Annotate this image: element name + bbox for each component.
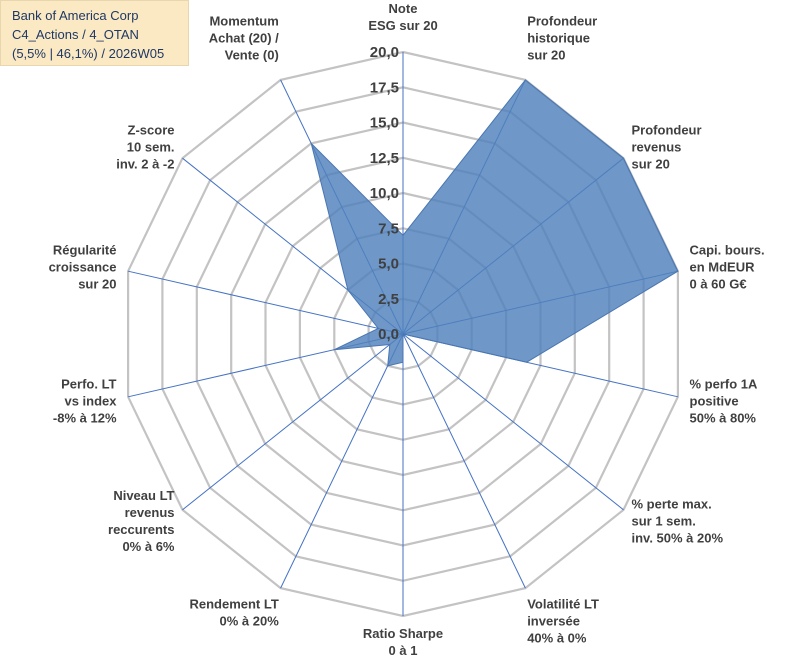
axis-label-line: Capi. bours. (690, 243, 765, 258)
axis-label-line: Momentum (209, 14, 278, 29)
axis-label: % perte max. sur 1 sem. inv. 50% à 20% (632, 497, 724, 546)
axis-label: Niveau LT revenus reccurents 0% à 6% (108, 488, 175, 554)
axis-label: % perfo 1A positive 50% à 80% (690, 376, 759, 425)
title-line-stats: (5,5% | 46,1%) / 2026W05 (12, 46, 165, 61)
axis-label-line: % perfo 1A (690, 376, 759, 391)
axis-spoke (402, 333, 624, 511)
axis-label-line: Volatilité LT (527, 596, 599, 611)
axis-label-line: sur 1 sem. (632, 514, 696, 529)
axis-label-line: en MdEUR (690, 260, 756, 275)
axis-label-line: 0% à 6% (122, 539, 174, 554)
axis-label: Volatilité LT inversée 40% à 0% (527, 596, 599, 645)
axis-label-line: historique (527, 31, 590, 46)
axis-label: Z-score 10 sem. inv. 2 à -2 (116, 123, 174, 172)
axis-label-line: 0 à 60 G€ (690, 277, 747, 292)
tick-label: 17,5 (370, 79, 399, 96)
axis-label: Ratio Sharpe 0 à 1 (363, 626, 443, 658)
axis-label-line: -8% à 12% (53, 410, 117, 425)
axis-label-line: 10 sem. (127, 140, 175, 155)
axis-label-line: Perfo. LT (61, 376, 116, 391)
axis-label-line: sur 20 (527, 48, 565, 63)
axis-label-line: Note (389, 1, 418, 16)
axis-spoke (280, 333, 404, 589)
axis-label-line: Ratio Sharpe (363, 626, 443, 641)
axis-label: Momentum Achat (20) / Vente (0) (209, 14, 279, 63)
axis-label-line: Niveau LT (113, 488, 174, 503)
axis-label-line: Vente (0) (225, 48, 279, 63)
axis-label-line: revenus (125, 505, 175, 520)
axis-label: Profondeur historique sur 20 (527, 14, 597, 63)
axis-label-line: sur 20 (78, 277, 116, 292)
axis-label: Profondeur revenus sur 20 (632, 123, 702, 172)
axis-label-line: reccurents (108, 522, 174, 537)
tick-label: 2,5 (378, 291, 399, 308)
axis-label-line: sur 20 (632, 157, 670, 172)
axis-label-line: Achat (20) / (209, 31, 279, 46)
axis-label-line: Rendement LT (189, 596, 278, 611)
axis-label-line: revenus (632, 140, 682, 155)
axis-label-line: Régularité (53, 243, 117, 258)
chart-title-box: Bank of America Corp C4_Actions / 4_OTAN… (0, 0, 189, 66)
data-series-area (310, 79, 679, 367)
axis-label-line: 0 à 1 (389, 643, 418, 658)
axis-label: Rendement LT 0% à 20% (189, 596, 279, 628)
axis-label-line: inversée (527, 613, 580, 628)
axis-label-line: 50% à 80% (690, 410, 757, 425)
tick-label: 15,0 (370, 115, 399, 132)
axis-label-line: inv. 2 à -2 (116, 157, 174, 172)
axis-label-line: croissance (49, 260, 117, 275)
tick-label: 12,5 (370, 150, 399, 167)
axis-label-line: Profondeur (527, 14, 597, 29)
tick-label: 0,0 (378, 326, 399, 343)
axis-label-line: Profondeur (632, 123, 702, 138)
title-line-category: C4_Actions / 4_OTAN (12, 27, 139, 42)
axis-label-line: 40% à 0% (527, 630, 587, 645)
tick-label: 20,0 (370, 44, 399, 61)
axis-label-line: 0% à 20% (220, 613, 280, 628)
tick-label: 10,0 (370, 185, 399, 202)
axis-label: Note ESG sur 20 (368, 1, 437, 33)
axis-label-line: ESG sur 20 (368, 18, 437, 33)
axis-label: Perfo. LT vs index -8% à 12% (53, 376, 117, 425)
axis-spoke (182, 333, 404, 511)
axis-spoke (127, 270, 404, 335)
axis-label-line: inv. 50% à 20% (632, 531, 724, 546)
tick-label: 7,5 (378, 220, 399, 237)
axis-label-line: positive (690, 393, 739, 408)
axis-label-line: vs index (64, 393, 117, 408)
axis-label-line: % perte max. (632, 497, 712, 512)
axis-label-line: Z-score (128, 123, 175, 138)
axis-label: Régularité croissance sur 20 (49, 243, 117, 292)
title-line-company: Bank of America Corp (12, 8, 139, 23)
tick-label: 5,0 (378, 256, 399, 273)
axis-label: Capi. bours. en MdEUR 0 à 60 G€ (690, 243, 765, 292)
axis-spoke (402, 333, 526, 589)
